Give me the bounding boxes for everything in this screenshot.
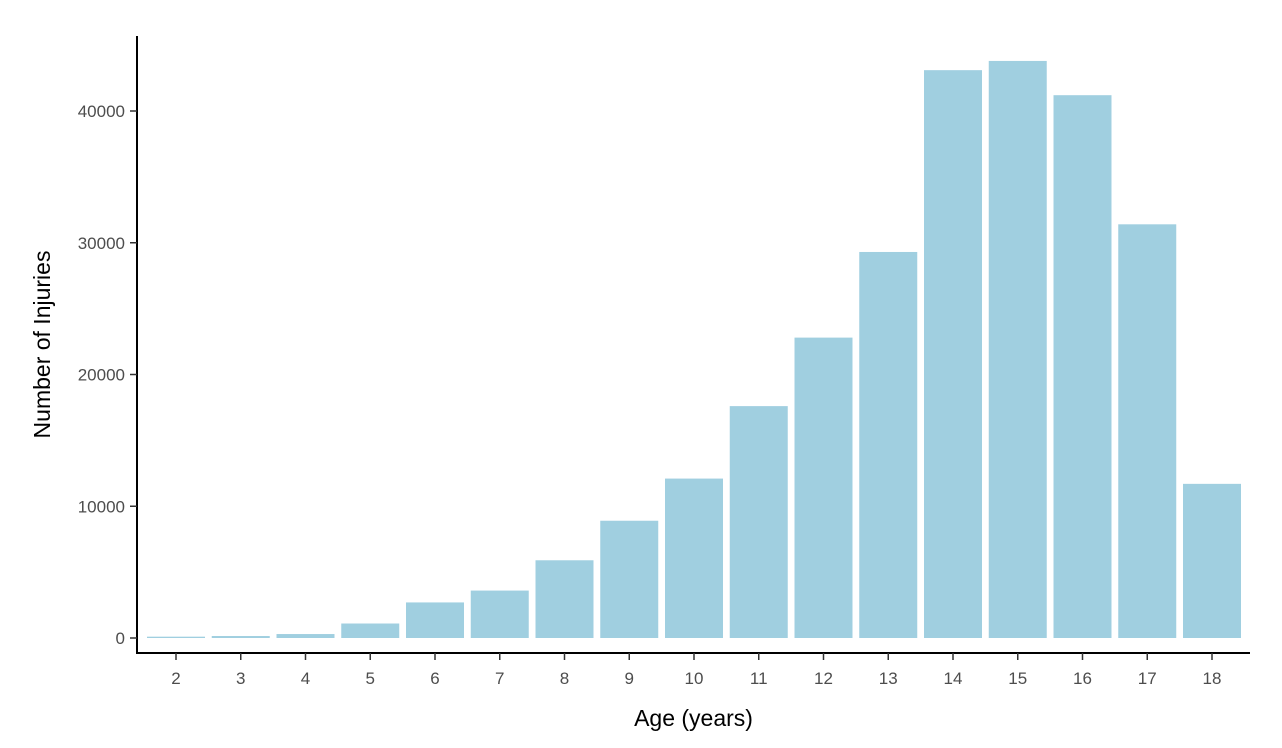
x-tick-label: 5 bbox=[366, 669, 375, 688]
bar-age-3 bbox=[211, 636, 270, 638]
x-tick-label: 11 bbox=[750, 669, 768, 688]
x-axis-title: Age (years) bbox=[634, 705, 753, 731]
y-tick-label: 30000 bbox=[78, 234, 125, 253]
x-tick-label: 8 bbox=[560, 669, 569, 688]
bar-age-7 bbox=[470, 590, 529, 638]
x-tick-label: 18 bbox=[1203, 669, 1222, 688]
bar-age-16 bbox=[1053, 95, 1112, 638]
y-tick-label: 20000 bbox=[78, 366, 125, 385]
x-tick-label: 4 bbox=[301, 669, 310, 688]
bar-age-8 bbox=[535, 560, 594, 638]
x-tick-label: 16 bbox=[1073, 669, 1092, 688]
x-tick-label: 3 bbox=[236, 669, 245, 688]
x-tick-label: 15 bbox=[1008, 669, 1027, 688]
y-tick-label: 10000 bbox=[78, 497, 125, 516]
bar-age-15 bbox=[988, 60, 1047, 639]
bar-age-13 bbox=[859, 251, 918, 638]
x-axis-ticks: 2 3 4 5 6 7 8 9 10 11 12 13 14 15 16 17 18 bbox=[171, 653, 1221, 688]
x-tick-label: 7 bbox=[495, 669, 504, 688]
x-tick-label: 12 bbox=[814, 669, 833, 688]
y-axis-title: Number of Injuries bbox=[29, 251, 55, 439]
bars-group bbox=[147, 60, 1241, 639]
x-tick-label: 17 bbox=[1138, 669, 1157, 688]
bar-age-10 bbox=[665, 478, 723, 638]
bar-age-12 bbox=[794, 337, 853, 638]
bar-age-6 bbox=[406, 602, 464, 638]
bar-age-17 bbox=[1118, 224, 1177, 638]
y-tick-label: 40000 bbox=[78, 102, 125, 121]
x-tick-label: 10 bbox=[685, 669, 704, 688]
x-tick-label: 13 bbox=[879, 669, 898, 688]
bar-age-14 bbox=[924, 70, 982, 639]
x-tick-label: 2 bbox=[171, 669, 180, 688]
x-tick-label: 9 bbox=[625, 669, 634, 688]
bar-age-11 bbox=[729, 406, 788, 638]
bar-age-9 bbox=[600, 520, 659, 638]
y-axis-ticks: 0 10000 20000 30000 40000 bbox=[78, 102, 137, 648]
x-tick-label: 14 bbox=[944, 669, 963, 688]
bar-age-2 bbox=[147, 636, 205, 638]
bar-age-5 bbox=[341, 623, 400, 638]
y-tick-label: 0 bbox=[116, 629, 125, 648]
x-tick-label: 6 bbox=[430, 669, 439, 688]
bar-age-18 bbox=[1183, 483, 1241, 638]
bar-age-4 bbox=[276, 634, 335, 638]
